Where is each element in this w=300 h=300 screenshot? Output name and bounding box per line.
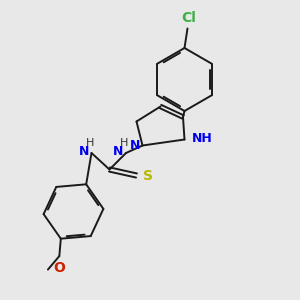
Text: N: N [113, 145, 124, 158]
Text: N: N [79, 145, 89, 158]
Text: NH: NH [192, 132, 213, 145]
Text: O: O [53, 262, 65, 275]
Text: Cl: Cl [182, 11, 196, 26]
Text: H: H [86, 138, 94, 148]
Text: H: H [120, 138, 129, 148]
Text: S: S [143, 169, 153, 182]
Text: N: N [130, 139, 140, 152]
